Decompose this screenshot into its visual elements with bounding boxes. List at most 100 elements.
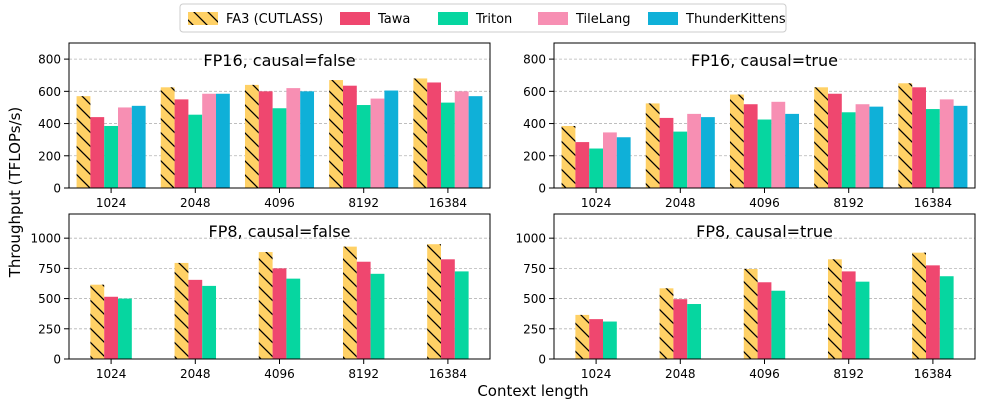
axes-frame xyxy=(553,42,976,189)
legend-frame xyxy=(179,3,787,33)
x-tick-label: 4096 xyxy=(749,367,780,381)
bar-hatch xyxy=(729,94,744,188)
bar-hatch xyxy=(898,83,913,188)
bar xyxy=(286,278,301,359)
x-tick-label: 2048 xyxy=(665,196,696,210)
bar-hatch xyxy=(413,78,428,188)
bar xyxy=(454,91,469,188)
bar xyxy=(939,276,954,359)
bar xyxy=(202,93,217,188)
panel-fp16-causal-true: 0 200 400 600 800 1024 2048 4096 8192 16384 FP16, … xyxy=(523,42,976,210)
x-tick-label: 4096 xyxy=(264,367,295,381)
bar xyxy=(827,93,842,188)
bar xyxy=(90,117,105,188)
bar xyxy=(370,98,385,188)
bar-hatch xyxy=(912,252,926,359)
legend-entry: TileLang xyxy=(575,12,630,27)
legend-swatch xyxy=(538,12,568,25)
bar xyxy=(785,113,800,188)
y-tick-label: 250 xyxy=(523,322,546,336)
y-tick-label: 800 xyxy=(38,53,61,67)
bar-hatch xyxy=(575,314,590,359)
axes-frame xyxy=(68,42,491,189)
bar xyxy=(841,112,856,188)
x-tick-label: 2048 xyxy=(180,196,211,210)
bar xyxy=(575,142,590,188)
legend-swatch xyxy=(438,12,468,25)
bar xyxy=(356,105,371,188)
bar xyxy=(384,90,399,188)
y-tick-label: 750 xyxy=(523,262,546,276)
bar xyxy=(841,271,856,359)
bar xyxy=(440,102,455,188)
x-tick-label: 4096 xyxy=(264,196,295,210)
bar xyxy=(272,108,287,188)
bar xyxy=(925,109,940,188)
bar xyxy=(616,137,631,188)
bar xyxy=(603,132,617,188)
y-axis-label: Throughput (TFLOPs/s) xyxy=(6,107,24,279)
bar xyxy=(855,104,870,188)
bar xyxy=(771,290,786,359)
bar xyxy=(174,99,189,188)
bar xyxy=(454,271,469,359)
bar xyxy=(440,259,455,359)
y-tick-label: 250 xyxy=(38,322,61,336)
bar xyxy=(131,105,146,188)
bar xyxy=(743,104,758,188)
bar xyxy=(953,105,968,188)
bar-hatch xyxy=(76,96,91,188)
axes-frame xyxy=(553,213,976,360)
bar xyxy=(912,87,926,188)
legend-entry: ThunderKittens xyxy=(685,12,786,27)
bar xyxy=(589,319,604,359)
legend-entry: Tawa xyxy=(377,12,410,27)
x-tick-label: 8192 xyxy=(833,196,864,210)
panel-title: FP8, causal=false xyxy=(209,222,351,241)
bar xyxy=(188,279,203,359)
bar xyxy=(701,117,715,188)
y-tick-label: 0 xyxy=(53,353,61,367)
bar xyxy=(757,119,772,188)
bar-hatch xyxy=(645,103,660,188)
legend-swatch xyxy=(648,12,678,25)
x-tick-label: 1024 xyxy=(581,367,612,381)
x-tick-label: 16384 xyxy=(429,367,467,381)
bar-hatch xyxy=(258,252,273,359)
bar xyxy=(687,113,702,188)
x-tick-label: 16384 xyxy=(429,196,467,210)
legend-swatch-hatch xyxy=(188,12,218,25)
panel-fp16-causal-false: 0 200 400 600 800 1024 2048 4096 8192 16384 FP16, … xyxy=(38,42,491,210)
bar xyxy=(118,107,132,188)
x-tick-label: 1024 xyxy=(96,367,127,381)
x-tick-label: 16384 xyxy=(914,196,952,210)
bar xyxy=(603,321,617,359)
y-tick-label: 200 xyxy=(38,149,61,163)
x-tick-label: 8192 xyxy=(833,367,864,381)
y-tick-label: 0 xyxy=(538,353,546,367)
x-tick-label: 1024 xyxy=(581,196,612,210)
bar xyxy=(300,91,315,188)
y-tick-label: 400 xyxy=(38,117,61,131)
bar xyxy=(342,85,357,188)
panel-fp8-causal-false: 0 250 500 750 1000 1024 2048 4096 8192 16384 FP8, … xyxy=(30,213,491,381)
x-tick-label: 16384 xyxy=(914,367,952,381)
bar-hatch xyxy=(427,244,441,359)
bar-hatch xyxy=(244,84,259,188)
y-tick-label: 1000 xyxy=(515,232,546,246)
bar xyxy=(589,148,604,188)
bar xyxy=(925,265,940,359)
x-tick-label: 4096 xyxy=(749,196,780,210)
bar xyxy=(104,296,119,359)
bar xyxy=(687,304,702,359)
bar xyxy=(286,88,301,188)
legend-entry: FA3 (CUTLASS) xyxy=(226,12,323,27)
bar xyxy=(356,261,371,359)
bar xyxy=(757,282,772,359)
panel-title: FP16, causal=false xyxy=(203,51,355,70)
y-tick-label: 0 xyxy=(538,182,546,196)
bar xyxy=(673,299,688,359)
axes-frame xyxy=(68,213,491,360)
